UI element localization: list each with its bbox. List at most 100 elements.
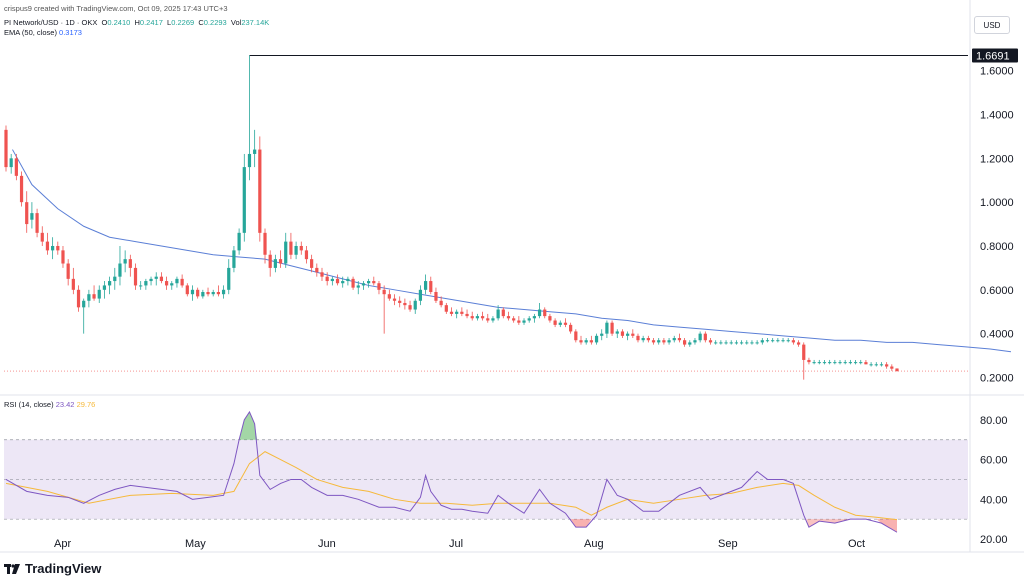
open-label: O [101, 18, 108, 27]
candle [278, 250, 283, 268]
candle [19, 171, 24, 207]
candle [367, 278, 371, 288]
candle-body [30, 213, 34, 220]
candle [4, 125, 8, 172]
time-tick-label: Oct [848, 538, 865, 550]
ema-legend[interactable]: EMA (50, close) 0.3173 [4, 28, 82, 37]
candle [553, 318, 557, 328]
candle-body [304, 250, 309, 260]
candle [667, 338, 671, 345]
candle-body [413, 300, 417, 310]
high-price-badge: 1.6691 [972, 48, 1018, 63]
candle [403, 298, 407, 310]
candle-body [449, 311, 454, 314]
currency-button[interactable]: USD [974, 16, 1010, 34]
time-axis[interactable]: Apr May Jun Jul Aug Sep Oct [54, 538, 865, 550]
candle-body [719, 342, 723, 344]
open-value: 0.2410 [107, 18, 131, 27]
candle-body [885, 364, 889, 367]
candle-body [92, 294, 96, 299]
candle [527, 316, 531, 323]
candle-body [517, 320, 521, 323]
candle [113, 267, 117, 290]
candle-body [325, 276, 329, 282]
candle-body [667, 340, 671, 343]
candle-body [501, 309, 505, 317]
candle [843, 359, 847, 365]
candle [807, 357, 811, 365]
candle [646, 335, 650, 343]
low-value: 0.2269 [171, 18, 195, 27]
candle-body [133, 267, 138, 286]
candle [221, 285, 226, 299]
candle-body [817, 362, 821, 364]
candle-body [657, 340, 661, 343]
candle [501, 307, 505, 319]
rsi-axis[interactable]: 80.00 60.00 40.00 20.00 [980, 415, 1008, 546]
candle [351, 276, 355, 290]
candle-body [859, 362, 863, 364]
candle-body [698, 333, 702, 341]
high-price-badge-bg [972, 48, 1018, 63]
candle [465, 309, 469, 319]
candle-body [496, 309, 500, 319]
candle [346, 276, 350, 286]
price-axis[interactable]: 1.6000 1.4000 1.2000 1.0000 0.8000 0.6000 0.40… [972, 48, 1018, 385]
symbol-title[interactable]: PI Network/USD · 1D · OKX [4, 18, 98, 27]
rsi-legend[interactable]: RSI (14, close) 23.42 29.76 [4, 400, 95, 409]
price-tick-label: 1.2000 [980, 153, 1014, 165]
candle [449, 307, 454, 317]
candle-body [113, 276, 117, 282]
candle [719, 340, 723, 345]
candle-body [253, 149, 257, 154]
candle [579, 335, 583, 345]
candle [45, 232, 50, 255]
candle-body [605, 322, 609, 334]
symbol-line: PI Network/USD · 1D · OKX O0.2410 H0.241… [4, 18, 269, 27]
candle-body [242, 167, 246, 233]
candle [392, 294, 397, 306]
candle [776, 338, 780, 343]
candle-body [403, 302, 407, 306]
candles [4, 55, 899, 380]
candle [885, 362, 889, 369]
candle-body [745, 342, 749, 344]
candle-body [646, 338, 650, 341]
candle [149, 276, 153, 286]
candle-body [4, 129, 8, 168]
candle-body [600, 333, 604, 336]
candle-body [651, 340, 656, 343]
candle [822, 359, 827, 365]
candle [812, 359, 816, 365]
candle [263, 228, 267, 264]
candle-body [128, 259, 132, 268]
candle-body [201, 292, 205, 297]
candle-body [522, 320, 526, 323]
candle-body [97, 289, 101, 299]
candle [491, 316, 495, 323]
candle [92, 285, 96, 301]
candle [698, 331, 702, 343]
rsi-line [5, 410, 898, 533]
candle [708, 338, 713, 345]
candle-body [45, 241, 50, 251]
candle [480, 311, 485, 321]
candle-body [144, 281, 148, 286]
candle-body [335, 278, 340, 284]
candle [201, 289, 205, 299]
candle [61, 245, 65, 268]
candle-body [796, 342, 801, 345]
high-value: 0.2417 [139, 18, 163, 27]
candle [325, 272, 329, 286]
volume-value: 237.14K [241, 18, 270, 27]
candle-body [315, 267, 319, 273]
price-tick-label: 1.4000 [980, 110, 1014, 122]
candle-body [258, 149, 262, 233]
candle [631, 329, 635, 339]
candle [423, 274, 428, 295]
candle-body [791, 340, 796, 343]
candle [211, 289, 215, 297]
candle [284, 232, 288, 268]
candle [693, 338, 697, 345]
tradingview-logo[interactable]: TradingView [4, 561, 101, 576]
